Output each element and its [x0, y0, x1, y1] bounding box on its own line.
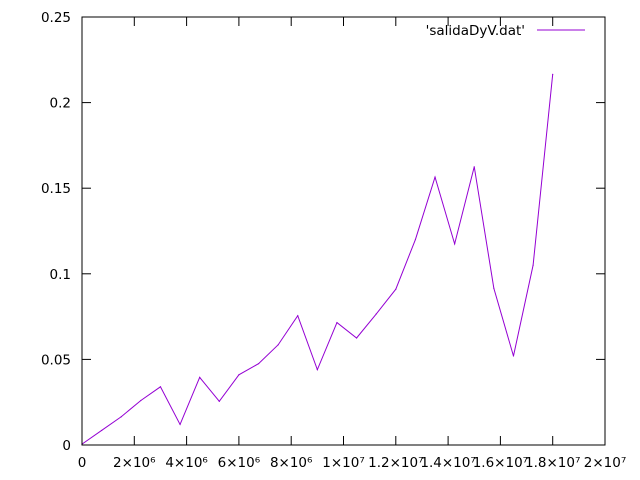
x-tick-label: 2×10⁶ [113, 455, 156, 471]
data-point [493, 287, 495, 289]
x-tick-label: 1.2×10⁷ [368, 455, 423, 471]
x-tick-label: 4×10⁶ [165, 455, 208, 471]
x-tick-label: 8×10⁶ [270, 455, 313, 471]
data-point [355, 337, 358, 339]
data-point [277, 344, 279, 346]
data-point [140, 399, 142, 402]
data-point [257, 363, 260, 365]
data-point [238, 374, 240, 376]
x-tick-label: 1.4×10⁷ [420, 455, 475, 471]
data-point [414, 238, 417, 241]
x-tick-label: 6×10⁶ [218, 455, 261, 471]
data-point [179, 423, 181, 426]
y-tick-label: 0.15 [41, 181, 71, 197]
x-tick-label: 1×10⁷ [322, 455, 365, 471]
data-point [473, 166, 475, 168]
data-point [552, 73, 554, 75]
data-point [199, 376, 201, 378]
data-point [395, 288, 397, 290]
data-point [512, 355, 515, 357]
y-tick-label: 0.25 [41, 10, 71, 26]
data-point [101, 429, 103, 432]
data-point [316, 369, 318, 371]
y-tick-label: 0.2 [50, 96, 71, 112]
data-point [159, 386, 162, 388]
x-tick-label: 0 [78, 455, 87, 471]
y-tick-label: 0.1 [50, 267, 71, 283]
data-point [434, 176, 436, 178]
data-point [375, 313, 377, 315]
data-point [454, 243, 456, 245]
data-point [297, 315, 299, 317]
legend: 'salidaDyV.dat' [426, 23, 585, 39]
y-tick-label: 0 [62, 438, 71, 454]
y-tick-label: 0.05 [41, 352, 71, 368]
series-layer [81, 73, 554, 445]
tick-labels-layer: 0 0.05 0.1 0.15 0.2 0.25 0 2×10⁶ 4×10⁶ 6×10⁶ 8×10⁶… [41, 10, 626, 471]
data-point [336, 321, 338, 324]
data-point [120, 416, 122, 418]
legend-label: 'salidaDyV.dat' [426, 23, 525, 39]
plot-frame [81, 16, 606, 446]
data-point [532, 264, 534, 266]
x-tick-label: 1.8×10⁷ [525, 455, 580, 471]
data-point [218, 400, 220, 402]
x-tick-label: 2×10⁷ [584, 455, 627, 471]
x-tick-label: 1.6×10⁷ [473, 455, 528, 471]
